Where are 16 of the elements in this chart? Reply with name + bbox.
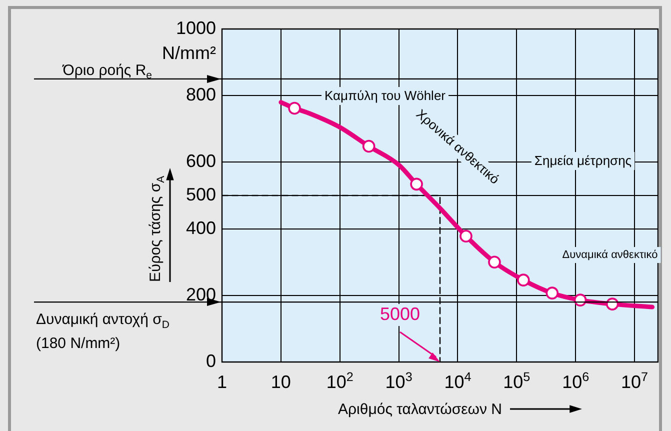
annotation: Δυναμικά ανθεκτικό [562, 249, 658, 261]
y-tick-label: 0 [206, 350, 216, 371]
y-tick-label: 800 [186, 84, 216, 105]
y-tick-label: 400 [186, 218, 216, 238]
text: N/mm² [162, 43, 216, 63]
y-tick-label: 1000 [176, 18, 216, 38]
annotation: 5000 [380, 304, 420, 324]
x-axis-title: Αριθμός ταλαντώσεων N [338, 401, 502, 418]
y-tick-label: 500 [186, 184, 216, 204]
x-tick-label: 10 [270, 372, 291, 392]
y-tick-label: 600 [186, 151, 216, 172]
annotation: Καμπύλη του Wöhler [324, 88, 446, 103]
x-tick-label: 1 [216, 372, 228, 392]
y-axis-title: Εύρος τάσης σA [147, 176, 167, 282]
y-tick-label: 200 [186, 284, 216, 304]
annotation: Σημεία μέτρησης [534, 153, 632, 168]
